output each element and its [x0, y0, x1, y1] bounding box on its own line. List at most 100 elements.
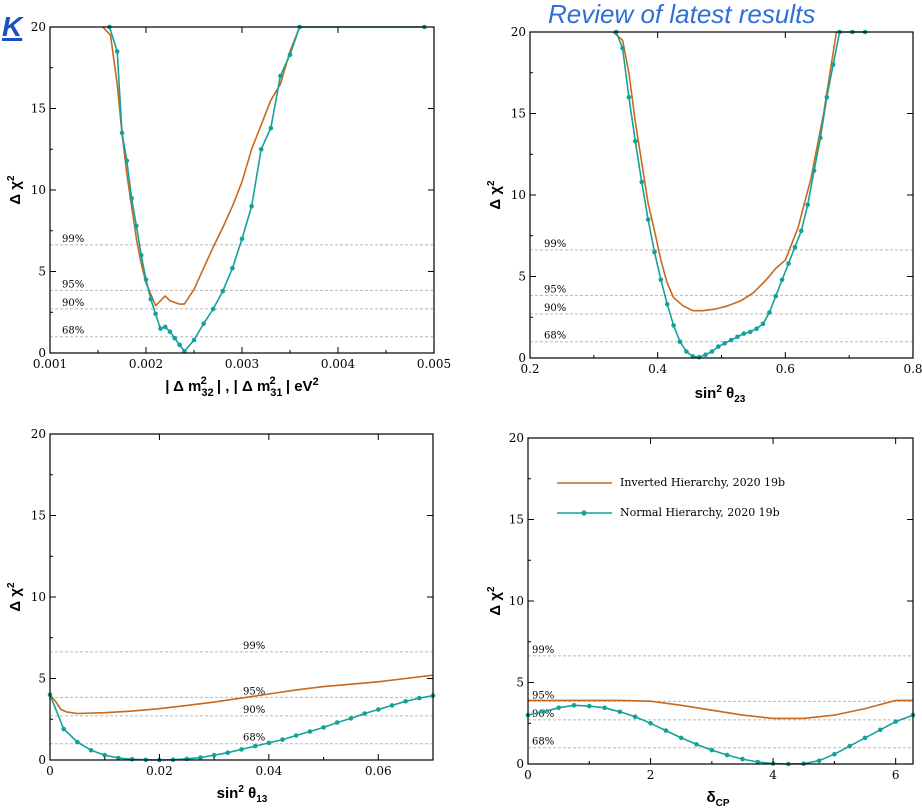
x-tick-label: 0.8 [903, 362, 922, 376]
series-normal-point [818, 135, 823, 141]
series-normal-point [740, 756, 745, 762]
y-tick-label: 15 [31, 509, 46, 523]
ref-label-90pct: 90% [544, 303, 566, 314]
series-normal-point [348, 716, 354, 721]
series-normal-point [114, 49, 120, 54]
ref-label-68pct: 68% [62, 326, 84, 337]
series-normal-point [779, 277, 785, 283]
series-normal-point [754, 326, 759, 332]
series-normal-point [201, 321, 206, 327]
ref-label-99pct: 99% [544, 239, 566, 250]
series-normal-point [602, 705, 607, 711]
y-tick-label: 10 [511, 188, 526, 202]
series-normal-point [587, 703, 592, 709]
series-normal-point [417, 695, 422, 701]
plot-frame [529, 31, 914, 359]
series-normal-point [799, 228, 804, 234]
x-tick-label: 6 [892, 768, 900, 782]
series-inverted-line [49, 674, 434, 715]
series-normal-point [724, 752, 730, 758]
series-normal-point [648, 721, 653, 726]
series-normal-point [239, 236, 245, 242]
ref-label-95pct: 95% [544, 284, 566, 295]
series-inverted-line [528, 699, 913, 720]
series-normal-point [658, 277, 664, 283]
series-normal-point [663, 728, 669, 733]
ref-label-68pct: 68% [532, 737, 554, 748]
y-tick-label: 0 [38, 346, 46, 360]
series-normal-point [225, 750, 231, 755]
curves [612, 29, 868, 360]
series-normal-point [266, 740, 272, 746]
axis-ticks: 0.001 0.002 0.003 0.004 0.005 0 5 10 15 20 [31, 20, 451, 371]
series-normal-point [258, 147, 264, 152]
series-normal-point [678, 735, 684, 741]
x-tick-label: 0 [524, 768, 532, 782]
series-normal-point [639, 179, 644, 185]
header-k-letter[interactable]: K [2, 11, 24, 42]
x-tick-label: 4 [769, 768, 777, 782]
series-normal-point [134, 223, 139, 229]
ref-label-68pct: 68% [243, 733, 265, 744]
series-normal-point [143, 277, 149, 282]
panel-sin2-theta23: 99% 95% 90% 68% 0.2 0.4 0.6 0.8 0 5 10 15 20 sin2 θ… [486, 25, 922, 405]
series-normal-point [129, 195, 134, 201]
x-tick-label: 0.001 [33, 357, 67, 371]
series-normal-point [172, 336, 178, 341]
series-normal-point [280, 737, 285, 742]
series-normal-point [811, 168, 817, 173]
series-normal-point [124, 158, 130, 163]
series-normal-point [278, 73, 283, 79]
series-normal-point [767, 310, 772, 315]
axis-ticks: 0 0.02 0.04 0.06 0 5 10 15 20 [31, 427, 433, 778]
panel-sin2-theta13: 99% 95% 90% 68% 0 0.02 0.04 0.06 0 5 10 15 20 sin2 … [6, 427, 436, 805]
y-tick-label: 20 [31, 427, 46, 441]
y-tick-label: 0 [516, 757, 524, 771]
series-normal-point [148, 296, 154, 302]
series-normal-point [268, 125, 274, 131]
x-axis-label: sin2 θ13 [217, 784, 268, 805]
series-normal-point [376, 707, 381, 712]
series-normal-point [620, 46, 625, 51]
series-normal-point [293, 733, 299, 738]
series-normal-point [541, 709, 546, 715]
series-normal-point [210, 306, 216, 312]
x-tick-label: 0.4 [648, 362, 667, 376]
series-normal-line [108, 26, 425, 353]
series-normal-point [652, 249, 657, 255]
series-normal-point [617, 709, 623, 715]
series-normal-point [664, 301, 670, 307]
y-tick-label: 10 [31, 183, 46, 197]
series-normal-point [239, 747, 244, 752]
legend: Inverted Hierarchy, 2020 19b Normal Hier… [557, 476, 785, 519]
series-normal-point [307, 729, 313, 734]
series-normal-point [632, 714, 638, 719]
series-normal-line [527, 704, 914, 765]
axis-ticks: 0 2 4 6 0 5 10 15 20 [509, 431, 913, 782]
x-tick-label: 0.003 [225, 357, 259, 371]
y-tick-label: 15 [31, 102, 46, 116]
y-tick-label: 0 [38, 753, 46, 767]
reference-lines: 99% 95% 90% 68% [528, 645, 913, 749]
x-tick-label: 0.04 [255, 764, 282, 778]
series-normal-point [403, 699, 408, 704]
series-normal-point [162, 324, 168, 330]
reference-lines: 99% 95% 90% 68% [50, 641, 433, 745]
ref-label-95pct: 95% [243, 686, 265, 697]
legend-normal-marker [581, 510, 587, 516]
series-normal-point [389, 703, 395, 708]
series-normal-point [220, 288, 226, 294]
series-normal-point [334, 720, 340, 725]
series-normal-point [696, 354, 702, 360]
series-normal-point [878, 727, 883, 733]
series-normal-line [615, 31, 866, 359]
series-normal-point [138, 252, 144, 258]
series-inverted-line [612, 31, 838, 312]
x-axis-label: | Δ m322 | , | Δ m312 | eV2 [165, 375, 318, 399]
x-tick-label: 0.02 [146, 764, 173, 778]
y-tick-label: 10 [31, 590, 46, 604]
series-normal-point [230, 265, 235, 271]
panel-delta-cp: 99% 95% 90% 68% 0 2 4 6 0 5 10 15 20 δCP Δ χ2 Inver… [486, 431, 916, 809]
series-normal-point [61, 726, 66, 732]
series-normal-point [158, 326, 163, 331]
